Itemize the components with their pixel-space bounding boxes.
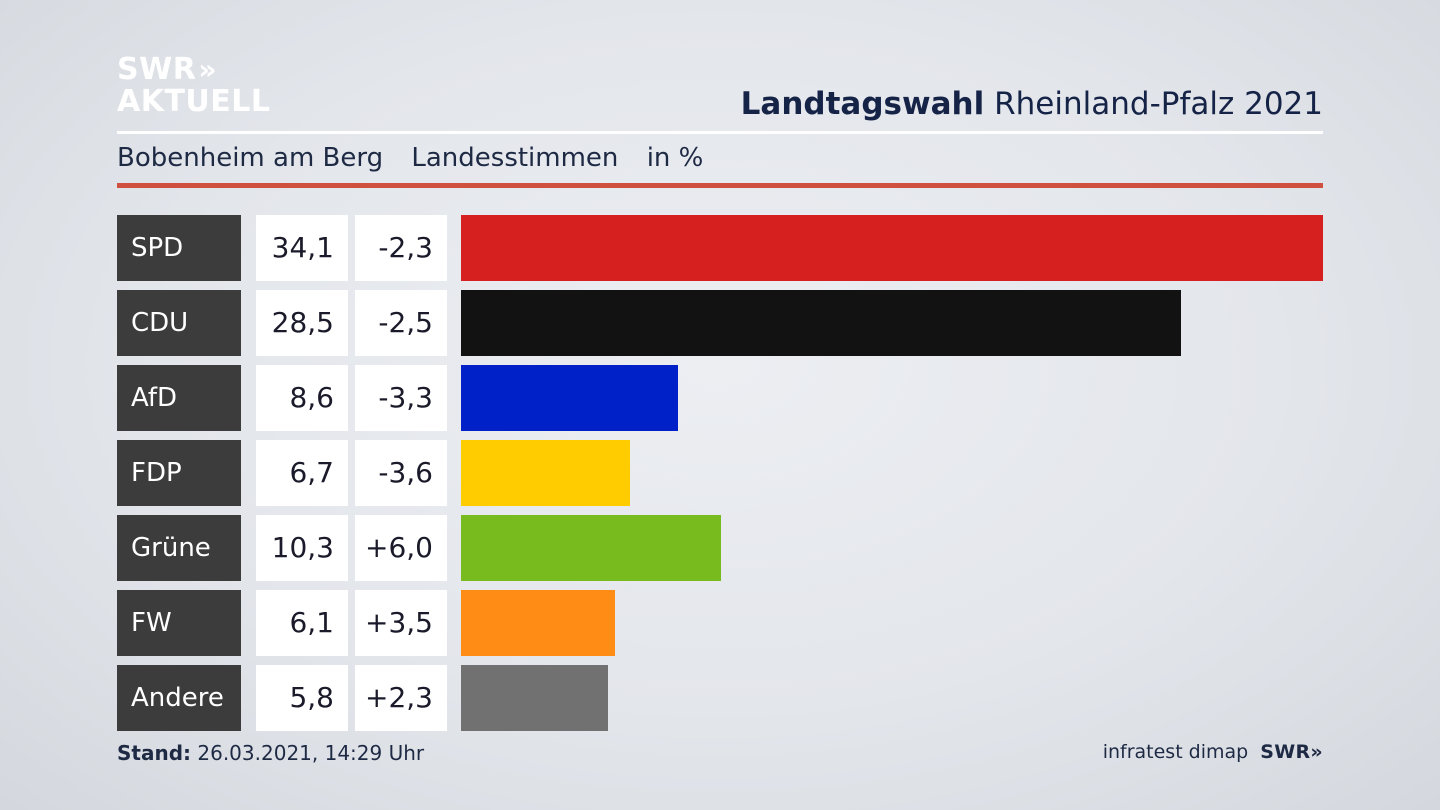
logo-swr: SWR	[117, 52, 197, 87]
source-credit: infratest dimap SWR»	[1103, 741, 1323, 763]
value-label: 6,1	[256, 590, 348, 656]
change-label: +2,3	[355, 665, 447, 731]
party-label: FW	[117, 590, 241, 656]
source-label: infratest dimap	[1102, 741, 1249, 763]
bar-row: Andere 5,8 +2,3	[117, 665, 1323, 731]
swr-brand-logo: SWR»	[1260, 741, 1323, 763]
value-label: 5,8	[256, 665, 348, 731]
party-label: AfD	[117, 365, 241, 431]
value-label: 8,6	[256, 365, 348, 431]
brand-text: SWR	[1260, 741, 1311, 763]
bar	[461, 440, 630, 506]
bar-row: AfD 8,6 -3,3	[117, 365, 1323, 431]
value-label: 28,5	[256, 290, 348, 356]
timestamp: Stand: 26.03.2021, 14:29 Uhr	[117, 741, 424, 765]
party-label: FDP	[117, 440, 241, 506]
bar	[461, 365, 678, 431]
chart-subtitle: Bobenheim am Berg Landesstimmen in %	[117, 143, 723, 173]
change-label: -2,5	[355, 290, 447, 356]
change-label: +6,0	[355, 515, 447, 581]
change-label: -3,6	[355, 440, 447, 506]
accent-divider	[117, 183, 1323, 188]
title-bold: Landtagswahl	[740, 86, 985, 122]
bar-row: FW 6,1 +3,5	[117, 590, 1323, 656]
bar-row: SPD 34,1 -2,3	[117, 215, 1323, 281]
party-label: SPD	[117, 215, 241, 281]
subtitle-place: Bobenheim am Berg	[117, 143, 384, 173]
bar	[461, 590, 615, 656]
bar-row: CDU 28,5 -2,5	[117, 290, 1323, 356]
party-label: CDU	[117, 290, 241, 356]
change-label: +3,5	[355, 590, 447, 656]
stand-label: Stand:	[117, 741, 192, 765]
subtitle-vote-type: Landesstimmen	[411, 143, 619, 173]
bar-row: Grüne 10,3 +6,0	[117, 515, 1323, 581]
bar	[461, 215, 1323, 281]
bar	[461, 290, 1181, 356]
logo-aktuell: AKTUELL	[117, 84, 271, 119]
change-label: -3,3	[355, 365, 447, 431]
brand-chevrons-icon: »	[1310, 741, 1323, 763]
subtitle-unit: in %	[646, 143, 704, 173]
logo-chevrons-icon: »	[198, 53, 216, 86]
chart-title: Landtagswahl Rheinland-Pfalz 2021	[741, 86, 1323, 122]
header-divider	[117, 131, 1323, 134]
change-label: -2,3	[355, 215, 447, 281]
value-label: 10,3	[256, 515, 348, 581]
stand-value: 26.03.2021, 14:29 Uhr	[197, 741, 425, 765]
value-label: 34,1	[256, 215, 348, 281]
bar	[461, 665, 608, 731]
title-rest: Rheinland-Pfalz 2021	[994, 86, 1323, 122]
party-label: Andere	[117, 665, 241, 731]
bar	[461, 515, 721, 581]
bar-row: FDP 6,7 -3,6	[117, 440, 1323, 506]
party-label: Grüne	[117, 515, 241, 581]
value-label: 6,7	[256, 440, 348, 506]
swr-aktuell-logo: SWR» AKTUELL	[117, 54, 271, 118]
